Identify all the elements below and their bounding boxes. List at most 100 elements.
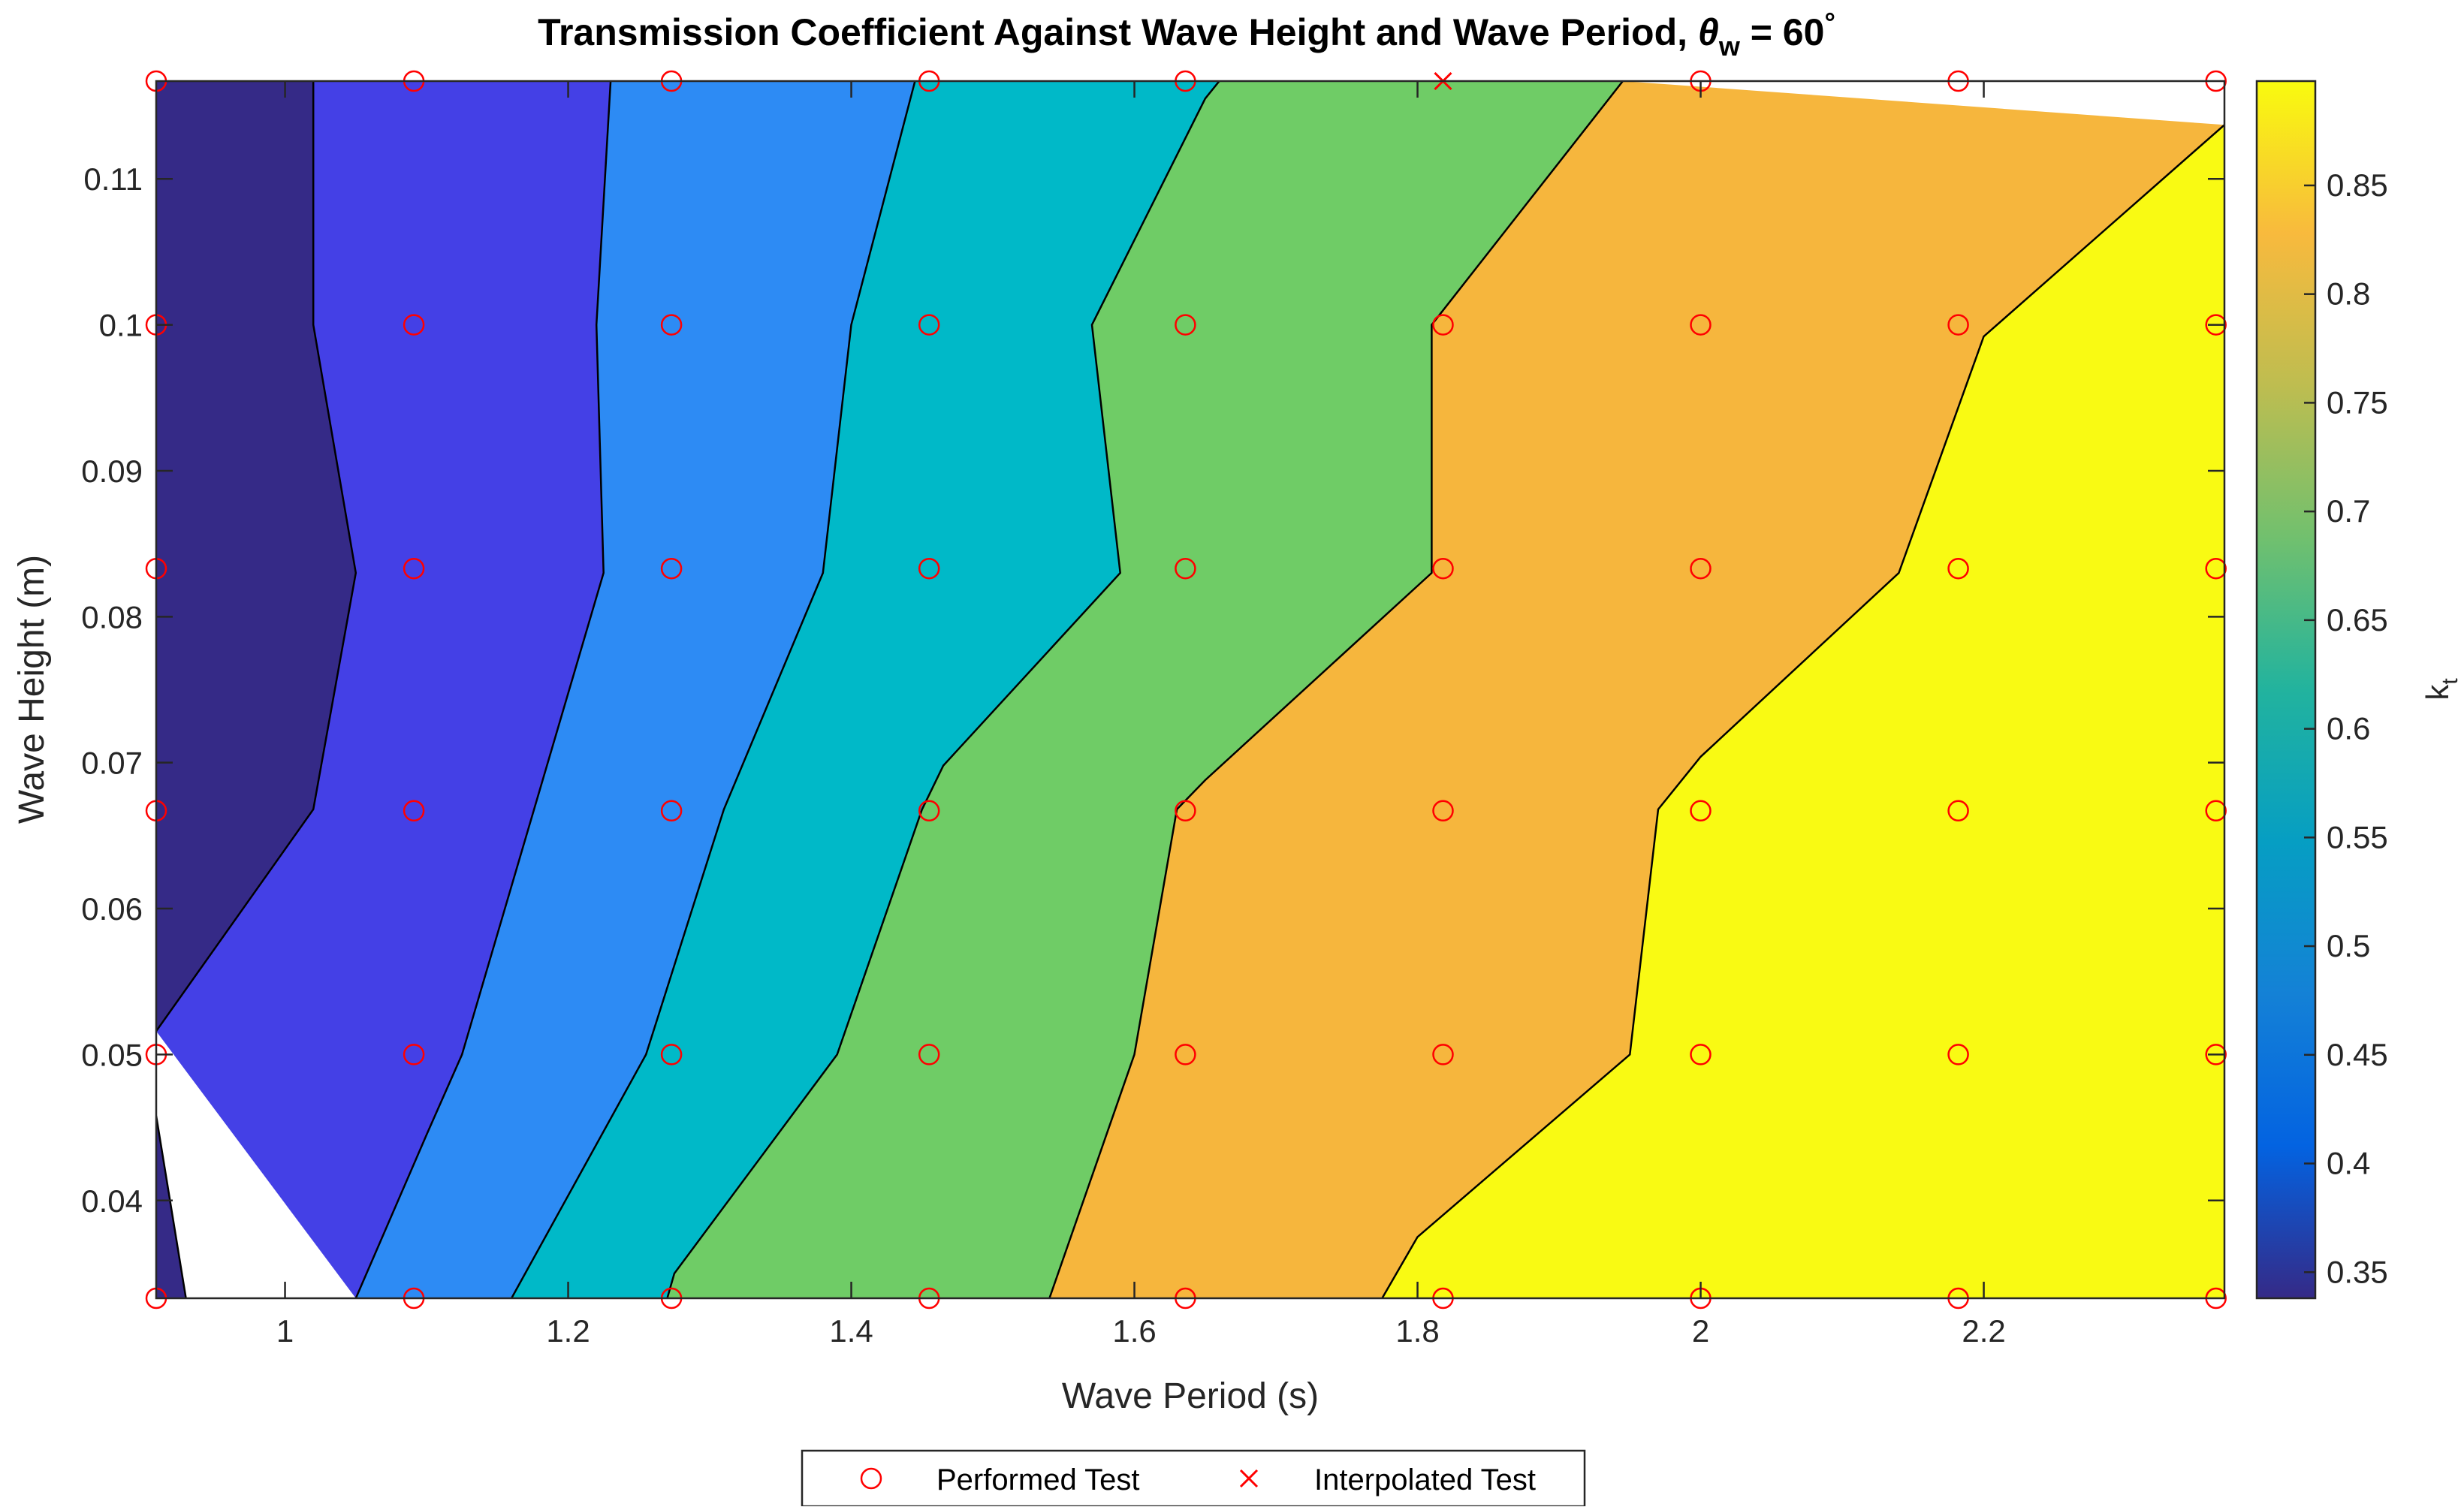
y-tick-label: 0.04 [81,1183,143,1219]
contour-line-3 [666,81,1220,1298]
band-0 [156,81,356,1032]
performed-test-marker [1432,800,1454,822]
colorbar-tick-label: 0.7 [2327,493,2370,529]
performed-test-marker [1175,557,1196,580]
legend-interpolated-marker [1239,1469,1259,1488]
performed-test-marker [660,557,683,580]
band-2 [355,81,915,1298]
performed-test-marker [1432,557,1454,580]
colorbar-frame [2255,80,2317,1300]
performed-test-marker [918,800,940,822]
x-tick-label: 1.8 [1395,1313,1439,1349]
contour-line-lower-left [156,1115,187,1298]
performed-test-marker [1175,314,1196,336]
band-1 [156,81,611,1298]
performed-test-marker [1175,1044,1196,1065]
band-4 [667,81,1623,1298]
performed-test-marker [660,1044,683,1065]
x-axis-label: Wave Period (s) [1062,1376,1319,1416]
contour-line-0 [156,81,357,1032]
colorbar-ticks: 0.35 0.4 0.45 0.5 0.55 0.6 0.65 0.7 0.75 0.8 0.85 [2304,167,2388,1289]
colorbar-tick-label: 0.8 [2327,276,2370,312]
legend-performed-label: Performed Test [936,1463,1140,1496]
performed-test-marker [660,314,683,336]
y-tick-label: 0.06 [81,891,143,927]
colorbar-tick-label: 0.45 [2327,1037,2388,1072]
y-tick-label: 0.08 [81,599,143,634]
contour-line-1 [354,81,612,1298]
performed-test-marker [918,1044,940,1065]
x-tick-label: 1.4 [829,1313,873,1349]
chart-title-text: Transmission Coefficient Against Wave He… [538,11,1698,53]
colorbar-tick-label: 0.85 [2327,167,2388,203]
chart-title-theta: θ [1698,11,1719,53]
x-tick-label: 2.2 [1962,1313,2005,1349]
performed-test-marker [1690,557,1712,580]
performed-test-marker [1175,800,1196,822]
y-tick-label: 0.1 [99,308,143,343]
legend-box [801,1449,1586,1508]
x-tick-label: 1.2 [546,1313,590,1349]
colorbar-tick-label: 0.35 [2327,1254,2388,1289]
colorbar-label: kt [2420,678,2462,701]
colorbar-tick-label: 0.55 [2327,819,2388,854]
contour-fill-bands [156,81,2224,1298]
y-tick-label: 0.09 [81,454,143,489]
chart-title: Transmission Coefficient Against Wave He… [538,7,1835,62]
legend-performed-marker [860,1467,882,1490]
performed-test-marker [1947,314,1969,336]
band-3 [511,81,1220,1298]
performed-test-marker [403,800,425,822]
performed-test-marker [1690,1044,1712,1065]
y-axis-label: Wave Height (m) [12,555,52,824]
performed-test-marker [403,314,425,336]
performed-test-marker [403,557,425,580]
colorbar [2257,81,2315,1298]
performed-test-marker [2205,557,2227,580]
performed-test-marker [1947,557,1969,580]
band-5 [1049,81,2224,1298]
band-6 [1382,125,2224,1298]
contour-lines [156,81,2224,1298]
performed-test-marker [1432,1044,1454,1065]
y-axis-ticks: 0.04 0.05 0.06 0.07 0.08 0.09 0.1 0.11 [81,161,2224,1219]
performed-test-marker [1690,800,1712,822]
chart-title-value: = 60 [1740,11,1825,53]
performed-test-marker [918,557,940,580]
performed-test-marker [403,1044,425,1065]
colorbar-gradient [2257,81,2315,1298]
colorbar-tick-label: 0.4 [2327,1146,2370,1181]
contour-line-5 [1381,124,2224,1298]
performed-test-marker [1432,314,1454,336]
colorbar-tick-label: 0.65 [2327,602,2388,637]
colorbar-label-main: k [2420,684,2455,701]
performed-test-marker [1947,1044,1969,1065]
chart-title-degree: ° [1824,7,1835,38]
x-tick-label: 1.6 [1112,1313,1156,1349]
y-tick-label: 0.11 [83,161,143,197]
plot-frame [155,80,2226,1300]
x-axis-ticks: 1 1.2 1.4 1.6 1.8 2 2.2 [276,81,2006,1349]
contour-line-2 [511,81,916,1298]
y-tick-label: 0.05 [81,1037,143,1072]
legend: Performed Test Interpolated Test [801,1449,1586,1508]
colorbar-label-sub: t [2438,678,2462,685]
legend-interpolated-label: Interpolated Test [1314,1463,1536,1496]
x-tick-label: 2 [1692,1313,1709,1349]
performed-test-marker [1947,800,1969,822]
performed-test-marker [2205,800,2227,822]
performed-test-marker [1690,314,1712,336]
chart-title-theta-sub: w [1718,31,1741,62]
colorbar-tick-label: 0.6 [2327,711,2370,746]
performed-test-marker [2205,1044,2227,1065]
y-tick-label: 0.07 [81,746,143,781]
colorbar-tick-label: 0.75 [2327,384,2388,420]
performed-test-marker [2205,314,2227,336]
performed-test-marker [918,314,940,336]
colorbar-tick-label: 0.5 [2327,928,2370,963]
contour-line-4 [1048,81,1624,1298]
performed-test-marker [660,800,683,822]
x-tick-label: 1 [276,1313,294,1349]
